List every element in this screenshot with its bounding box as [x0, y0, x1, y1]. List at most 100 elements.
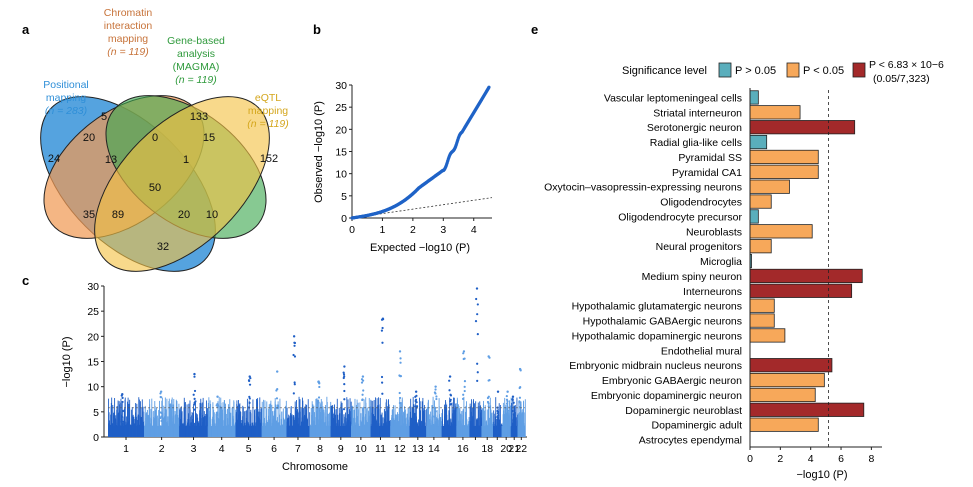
manhattan-point: [416, 426, 418, 437]
bar: [749, 164, 819, 179]
manhattan-point: [474, 403, 476, 437]
manhattan-point: [465, 405, 467, 437]
manhattan-point: [309, 426, 311, 437]
manhattan-point: [516, 397, 518, 437]
manhattan-point: [452, 409, 454, 437]
manhattan-point: [462, 352, 465, 355]
manhattan-point: [424, 410, 426, 437]
manhattan-point: [254, 409, 256, 437]
manhattan-point: [342, 408, 346, 411]
manhattan-point: [476, 303, 479, 306]
manhattan-y-label: −log10 (P): [61, 336, 73, 387]
manhattan-point: [517, 426, 519, 437]
manhattan-point: [516, 425, 518, 437]
manhattan-point: [216, 402, 219, 406]
manhattan-point: [435, 426, 437, 437]
manhattan-point: [309, 412, 311, 437]
manhattan-point: [369, 408, 371, 437]
qq-y-tick-label: 15: [335, 147, 347, 159]
manhattan-point: [328, 413, 330, 437]
manhattan-point: [388, 404, 390, 437]
manhattan-point: [146, 409, 148, 437]
manhattan-point: [168, 425, 170, 437]
manhattan-point: [193, 401, 196, 404]
manhattan-peak: [506, 390, 509, 393]
qq-x-label: Expected −log10 (P): [370, 242, 470, 254]
manhattan-point: [519, 401, 521, 437]
manhattan-point: [305, 404, 307, 437]
manhattan-point: [495, 416, 496, 437]
manhattan-point: [135, 426, 137, 437]
manhattan-point: [316, 410, 318, 437]
venn-label-positional-1: Positional: [43, 79, 89, 91]
manhattan-point: [231, 408, 233, 437]
manhattan-point: [498, 425, 500, 437]
bar-category-label: Embryonic dopaminergic neuron: [591, 390, 742, 402]
manhattan-point: [245, 426, 247, 437]
manhattan-point: [282, 424, 284, 437]
manhattan-point: [193, 389, 197, 393]
manhattan-point: [264, 426, 266, 437]
manhattan-point: [229, 426, 231, 437]
manhattan-point: [192, 425, 193, 437]
manhattan-point: [132, 416, 134, 437]
manhattan-point: [513, 413, 515, 437]
manhattan-point: [421, 426, 423, 437]
manhattan-point: [353, 418, 355, 437]
manhattan-point: [156, 416, 157, 437]
manhattan-point: [518, 400, 521, 403]
manhattan-point: [261, 401, 263, 437]
manhattan-point: [317, 396, 321, 399]
manhattan-point: [192, 393, 195, 396]
manhattan-point: [415, 401, 418, 404]
manhattan-point: [160, 419, 163, 423]
manhattan-point: [261, 407, 263, 437]
manhattan-point: [401, 426, 402, 437]
manhattan-peak: [317, 380, 320, 383]
manhattan-point: [366, 426, 368, 437]
legend-label-bonferroni-2: (0.05/7,323): [873, 73, 930, 85]
manhattan-point: [399, 426, 401, 437]
manhattan-point: [338, 407, 340, 437]
bar-category-label: Pyramidal SS: [678, 152, 742, 164]
manhattan-point: [505, 394, 508, 398]
manhattan-point: [229, 412, 231, 437]
manhattan-point: [435, 395, 438, 398]
manhattan-point: [364, 426, 366, 437]
manhattan-point: [404, 406, 406, 437]
manhattan-point: [434, 408, 436, 437]
manhattan-point: [284, 425, 286, 437]
manhattan-point: [251, 426, 253, 437]
manhattan-point: [292, 353, 295, 357]
manhattan-point: [463, 389, 466, 393]
manhattan-point: [240, 426, 242, 437]
manhattan-point: [443, 404, 445, 437]
venn-label-magma-3: (MAGMA): [173, 61, 220, 73]
manhattan-point: [268, 426, 270, 437]
manhattan-point: [277, 401, 279, 437]
manhattan-point: [472, 426, 474, 437]
bar-category-label: Hypothalamic glutamatergic neurons: [572, 301, 742, 313]
manhattan-point: [416, 416, 417, 437]
manhattan-point: [398, 396, 402, 400]
venn-label-chromatin-1: Chromatin: [104, 7, 153, 19]
manhattan-x-tick-label: 6: [271, 443, 277, 455]
manhattan-point: [311, 401, 313, 437]
manhattan-point: [380, 329, 384, 332]
manhattan-point: [245, 410, 247, 437]
qq-x-tick-label: 2: [410, 224, 416, 236]
manhattan-point: [218, 426, 220, 437]
manhattan-point: [277, 417, 278, 437]
manhattan-point: [271, 404, 273, 437]
manhattan-point: [248, 397, 251, 400]
manhattan-point: [325, 426, 327, 437]
manhattan-point: [518, 396, 522, 399]
manhattan-point: [277, 426, 279, 437]
manhattan-point: [196, 413, 198, 437]
manhattan-point: [438, 426, 440, 437]
manhattan-point: [462, 357, 465, 361]
venn-label-eqtl-2: mapping: [248, 105, 288, 117]
manhattan-point: [158, 410, 160, 437]
manhattan-point: [187, 419, 189, 437]
manhattan-point: [285, 406, 287, 437]
